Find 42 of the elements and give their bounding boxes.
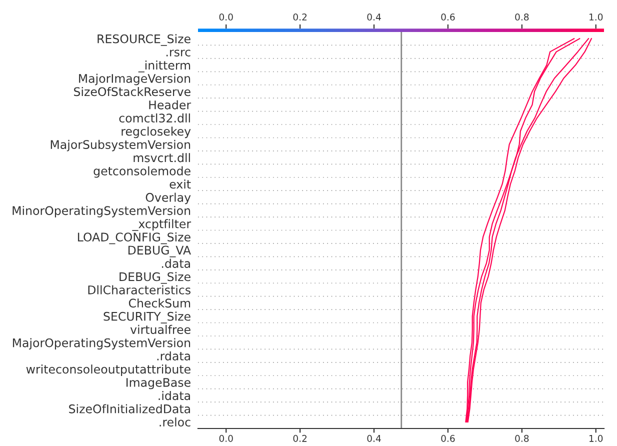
y-tick-label: Overlay [146, 192, 191, 204]
y-tick-label: MajorOperatingSystemVersion [12, 338, 190, 350]
y-tick-label: _initterm [138, 60, 190, 72]
y-tick-label: MajorSubsystemVersion [50, 140, 190, 152]
y-tick-label: MinorOperatingSystemVersion [12, 206, 190, 218]
y-tick-label: getconsolemode [94, 166, 190, 178]
x2-tick-label: 0.8 [515, 14, 529, 21]
y-tick-label: .rdata [157, 351, 190, 360]
y-tick-label: CheckSum [128, 298, 190, 308]
y-tick-label: MajorImageVersion [79, 74, 190, 86]
x-tick-label: 0.2 [293, 434, 307, 442]
y-tick-label: SizeOfStackReserve [74, 86, 190, 96]
y-tick-label: Header [149, 100, 192, 110]
x-tick-label: 0.0 [219, 434, 233, 442]
x-tick-label: 0.4 [367, 434, 381, 442]
y-tick-label: _xcptfilter [132, 219, 192, 231]
x-tick-label: 0.8 [515, 434, 529, 442]
y-tick-label: writeconsoleoutputattribute [26, 364, 190, 376]
y-tick-label: .reloc [160, 417, 190, 427]
x2-tick-label: 0.0 [219, 14, 233, 21]
x2-tick-label: 0.6 [441, 14, 455, 21]
y-tick-label: comctl32.dll [119, 113, 190, 123]
y-tick-label: .data [162, 258, 190, 268]
y-tick-label: DllCharacteristics [88, 285, 190, 294]
y-tick-label: ImageBase [126, 378, 190, 390]
y-tick-label: DEBUG_Size [120, 272, 190, 284]
x2-tick-label: 0.2 [293, 14, 307, 21]
y-tick-label: RESOURCE_Size [98, 34, 190, 46]
y-tick-label: regclosekey [122, 126, 191, 138]
x2-tick-label: 0.4 [367, 14, 381, 21]
x-tick-label: 1.0 [589, 434, 603, 442]
y-tick-label: DEBUG_VA [128, 246, 191, 258]
y-tick-label: virtualfree [130, 324, 190, 334]
y-tick-label: exit [170, 180, 191, 189]
y-tick-label: LOAD_CONFIG_Size [78, 232, 190, 244]
x2-tick-label: 1.0 [589, 14, 603, 21]
y-tick-label: .idata [158, 390, 190, 400]
y-tick-label: SECURITY_Size [104, 312, 190, 324]
y-tick-label: msvcrt.dll [134, 153, 190, 162]
y-tick-label: .rsrc [166, 50, 190, 56]
y-tick-label: SizeOfInitializedData [69, 404, 190, 414]
x-tick-label: 0.6 [441, 434, 455, 442]
